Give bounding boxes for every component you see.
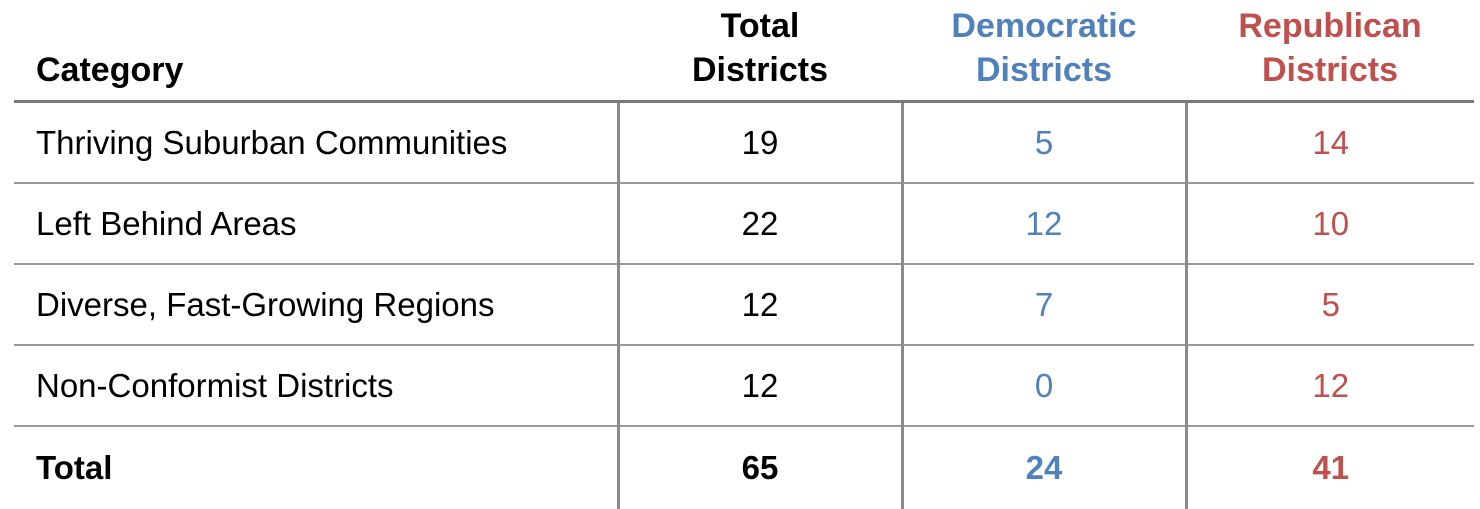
table-row: Left Behind Areas 22 12 10 [14,183,1474,265]
table-row: Diverse, Fast-Growing Regions 12 7 5 [14,264,1474,346]
header-category: Category [14,0,618,103]
cell-republican: 5 [1184,264,1474,346]
total-democratic: 24 [900,426,1186,509]
cell-democratic: 12 [900,183,1186,265]
cell-republican: 14 [1184,101,1474,184]
cell-democratic: 5 [900,101,1186,184]
cell-total: 12 [616,264,902,346]
header-republican-line1: Republican [1238,7,1422,45]
header-republican-line2: Districts [1261,51,1399,89]
header-democratic-line2: Districts [975,51,1113,89]
header-democratic-line1: Democratic [951,7,1137,45]
cell-category: Thriving Suburban Communities [14,101,618,184]
cell-democratic: 7 [900,264,1186,346]
cell-category: Left Behind Areas [14,183,618,265]
cell-total: 22 [616,183,902,265]
header-total-line2: Districts [691,51,829,89]
cell-total: 19 [616,101,902,184]
district-table: Category Total Districts Democratic Dist… [14,0,1474,509]
cell-democratic: 0 [900,345,1186,427]
cell-total: 12 [616,345,902,427]
header-total: Total Districts [618,0,902,103]
total-row: Total 65 24 41 [14,426,1474,509]
total-label: Total [36,449,113,486]
table-row: Non-Conformist Districts 12 0 12 [14,345,1474,427]
cell-category: Diverse, Fast-Growing Regions [14,264,618,346]
header-row: Category Total Districts Democratic Dist… [14,0,1474,103]
cell-republican: 12 [1184,345,1474,427]
header-total-line1: Total [720,7,800,45]
header-democratic: Democratic Districts [902,0,1186,103]
header-republican: Republican Districts [1186,0,1474,103]
table-row: Thriving Suburban Communities 19 5 14 [14,101,1474,184]
header-category-label: Category [36,51,184,89]
total-republican: 41 [1184,426,1474,509]
cell-category: Non-Conformist Districts [14,345,618,427]
total-all: 65 [616,426,902,509]
cell-republican: 10 [1184,183,1474,265]
